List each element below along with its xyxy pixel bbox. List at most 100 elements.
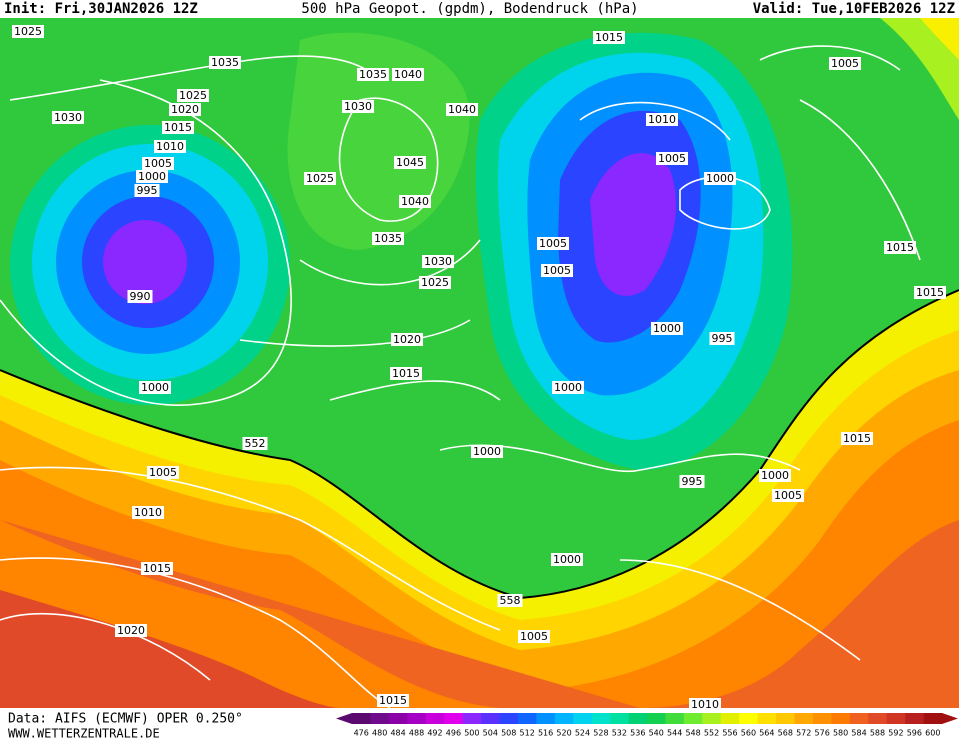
label-layer: 1025103510251030102010151010100510009959… xyxy=(12,25,946,711)
legend-label: 592 xyxy=(888,729,903,738)
legend-label: 476 xyxy=(354,729,369,738)
isobar-label-bg xyxy=(177,89,209,102)
isobar-label-bg xyxy=(169,103,201,116)
isobar-label-bg xyxy=(689,698,721,711)
legend-swatch xyxy=(794,713,814,724)
legend-label: 492 xyxy=(427,729,442,738)
isobar-label: 1040 xyxy=(448,103,476,116)
legend-swatch xyxy=(407,713,427,724)
isobar-label-bg xyxy=(656,152,688,165)
legend-swatch xyxy=(739,713,758,724)
isobar-label: 1045 xyxy=(396,156,424,169)
data-source: Data: AIFS (ECMWF) OPER 0.250° xyxy=(8,712,243,727)
legend-swatch xyxy=(831,713,851,724)
header-bar xyxy=(0,0,959,18)
legend-label: 524 xyxy=(575,729,590,738)
legend-label: 536 xyxy=(630,729,645,738)
isobar-label-bg xyxy=(134,184,160,197)
legend-swatch xyxy=(388,713,408,724)
isobar-label-bg xyxy=(342,100,374,113)
isobar-label: 1000 xyxy=(473,445,501,458)
legend-label: 504 xyxy=(483,729,498,738)
legend-swatch xyxy=(462,713,482,724)
legend-label: 532 xyxy=(612,729,627,738)
legend-label: 572 xyxy=(796,729,811,738)
isobar-label: 1035 xyxy=(359,68,387,81)
isobar-label: 1035 xyxy=(374,232,402,245)
isobar-label: 1005 xyxy=(543,264,571,277)
isobar-label: 1005 xyxy=(539,237,567,250)
isobar-label: 1020 xyxy=(171,103,199,116)
legend-swatch xyxy=(868,713,887,724)
legend-swatch xyxy=(536,713,556,724)
isobar-label-bg xyxy=(841,432,873,445)
legend-label: 560 xyxy=(741,729,756,738)
isobar-label-bg xyxy=(304,172,336,185)
legend-label: 500 xyxy=(464,729,479,738)
legend-swatch xyxy=(444,713,463,724)
isobar-label: 1000 xyxy=(706,172,734,185)
isobar-label-bg xyxy=(829,57,861,70)
isobar-label: 995 xyxy=(137,184,158,197)
isobar-label-bg xyxy=(372,232,404,245)
isobar-label-bg xyxy=(772,489,804,502)
isobar-label: 1010 xyxy=(691,698,719,711)
legend-label: 548 xyxy=(685,729,700,738)
isobar-label: 1030 xyxy=(344,100,372,113)
legend-label: 564 xyxy=(759,729,774,738)
isobar-label-bg xyxy=(390,367,422,380)
isobar-label: 1040 xyxy=(394,68,422,81)
isobar-label: 1000 xyxy=(138,170,166,183)
legend-swatch xyxy=(370,713,390,724)
isobar-label-bg xyxy=(759,469,791,482)
isobar-label-bg xyxy=(419,276,451,289)
legend-label: 520 xyxy=(556,729,571,738)
isobar-label: 1005 xyxy=(149,466,177,479)
isobar-label-bg xyxy=(136,170,168,183)
geopotential-label: 552 xyxy=(245,437,266,450)
legend-swatch xyxy=(517,713,537,724)
init-time: Init: Fri,30JAN2026 12Z xyxy=(4,1,198,17)
isobar-label: 1025 xyxy=(421,276,449,289)
legend-swatch xyxy=(702,713,722,724)
isobar-label: 1005 xyxy=(144,157,172,170)
isobar-label: 1015 xyxy=(392,367,420,380)
isobar-label: 1010 xyxy=(156,140,184,153)
isobar-label-bg xyxy=(679,475,705,488)
isobar-label: 995 xyxy=(682,475,703,488)
legend-label: 508 xyxy=(501,729,516,738)
isobar-label-bg xyxy=(12,25,44,38)
isobar-label: 1020 xyxy=(393,333,421,346)
legend-swatch xyxy=(665,713,685,724)
isobar-label-bg xyxy=(518,630,550,643)
legend-swatch xyxy=(886,713,906,724)
isobar-label-bg xyxy=(552,381,584,394)
isobar-label-bg xyxy=(127,290,153,303)
legend-label: 516 xyxy=(538,729,553,738)
isobar-label: 1035 xyxy=(211,56,239,69)
legend-label: 568 xyxy=(778,729,793,738)
legend-label: 600 xyxy=(925,729,940,738)
legend-label: 544 xyxy=(667,729,682,738)
legend-arrow-right xyxy=(942,713,958,724)
legend-swatch xyxy=(905,713,924,724)
isobar-label-bg xyxy=(537,237,569,250)
isobar-label: 1000 xyxy=(653,322,681,335)
isobar-label-bg xyxy=(52,111,84,124)
isobar-label-bg xyxy=(132,506,164,519)
isobar-label-bg xyxy=(147,466,179,479)
isobar-label-bg xyxy=(593,31,625,44)
legend-swatch xyxy=(683,713,703,724)
isobar-label-bg xyxy=(391,333,423,346)
isobar-label: 1010 xyxy=(648,113,676,126)
legend-label: 588 xyxy=(870,729,885,738)
legend-swatch xyxy=(352,713,371,724)
isobar-label: 1040 xyxy=(401,195,429,208)
legend-swatch xyxy=(610,713,629,724)
isobar-label-bg xyxy=(142,157,174,170)
isobar-label: 1005 xyxy=(831,57,859,70)
geopotential-label: 558 xyxy=(500,594,521,607)
isobar-label-bg xyxy=(139,381,171,394)
legend-swatch xyxy=(849,713,869,724)
isobar-label: 1010 xyxy=(134,506,162,519)
